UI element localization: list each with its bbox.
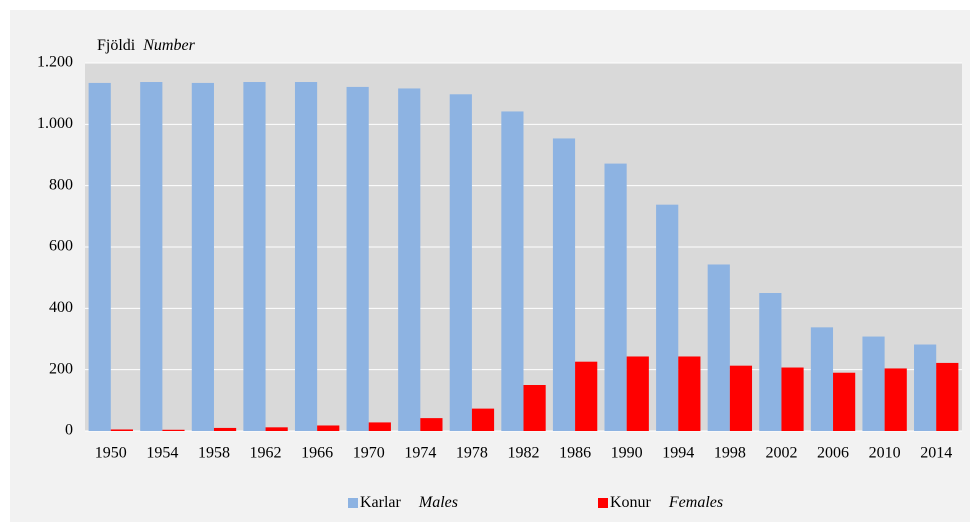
bar [656, 204, 679, 431]
legend-name: Karlar [360, 494, 402, 511]
bar [759, 293, 782, 431]
bar [810, 327, 834, 431]
x-tick-label: 1974 [404, 445, 436, 462]
legend-name-en: Males [418, 494, 458, 511]
legend-label: Karlar Males [360, 494, 458, 511]
bar [140, 82, 163, 431]
x-tick-label: 1990 [611, 445, 643, 462]
y-tick-label: 200 [49, 360, 73, 377]
bar [914, 344, 937, 431]
bar [552, 138, 576, 431]
legend-swatch [348, 498, 358, 508]
x-tick-label: 1962 [250, 445, 282, 462]
bar [501, 111, 524, 431]
x-tick-label: 1994 [662, 445, 694, 462]
bar [294, 82, 318, 431]
x-tick-label: 2014 [920, 445, 952, 462]
y-axis-label-en: Number [142, 37, 195, 54]
x-tick-label: 2006 [817, 445, 849, 462]
x-tick-label: 1970 [353, 445, 385, 462]
x-tick-label: 1966 [301, 445, 333, 462]
legend-name: Konur [610, 494, 652, 511]
bar [833, 372, 856, 431]
bar [368, 422, 391, 431]
bar [707, 264, 730, 431]
bar [346, 86, 369, 432]
bar [317, 425, 340, 431]
bar [884, 368, 907, 431]
y-tick-label: 0 [65, 422, 73, 439]
y-tick-label: 600 [49, 238, 73, 255]
bar [420, 418, 443, 431]
x-tick-label: 1958 [198, 445, 230, 462]
legend-name-en: Females [668, 494, 723, 511]
bar [265, 427, 288, 431]
bar [781, 367, 804, 431]
bar [88, 82, 111, 431]
legend-label: Konur Females [610, 494, 723, 511]
y-tick-label: 800 [49, 176, 73, 193]
bar [471, 408, 495, 431]
bar [243, 82, 266, 431]
y-tick-label: 400 [49, 299, 73, 316]
bar [449, 94, 472, 431]
bar [936, 362, 959, 431]
bar [678, 356, 701, 431]
x-tick-label: 1998 [714, 445, 746, 462]
bar [398, 88, 421, 431]
x-tick-label: 2002 [765, 445, 797, 462]
bar [191, 82, 214, 431]
bar [862, 336, 885, 431]
x-tick-label: 1954 [146, 445, 178, 462]
bar [213, 427, 237, 431]
y-axis-label: Fjöldi Number [97, 37, 196, 54]
x-tick-label: 1950 [95, 445, 127, 462]
x-tick-label: 2010 [869, 445, 901, 462]
bar [523, 385, 546, 431]
bar [626, 356, 649, 431]
y-tick-label: 1.200 [37, 54, 73, 71]
x-tick-label: 1978 [456, 445, 488, 462]
y-axis-label-is: Fjöldi [97, 37, 136, 54]
y-tick-label: 1.000 [37, 115, 73, 132]
bar [162, 429, 185, 431]
bar [604, 163, 627, 431]
bar [110, 429, 133, 431]
x-tick-label: 1986 [559, 445, 591, 462]
bar [575, 361, 598, 431]
bar [729, 365, 753, 431]
legend-swatch [598, 498, 608, 508]
x-tick-label: 1982 [508, 445, 540, 462]
